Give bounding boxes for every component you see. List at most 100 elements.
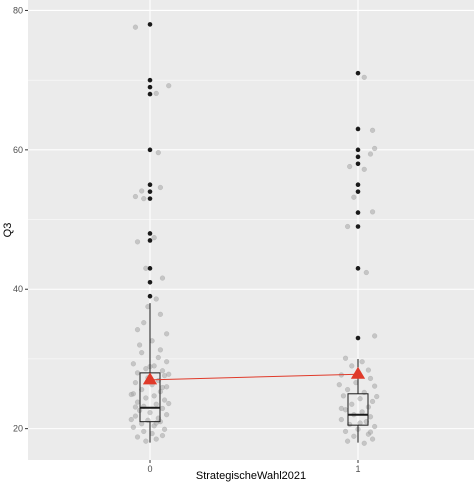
- jitter-points: [128, 24, 380, 446]
- outlier-point: [147, 182, 153, 187]
- axis-ticks: 20 40 60 80 0 1: [13, 5, 361, 474]
- mean-marker: [142, 372, 158, 385]
- jitter-point: [132, 379, 139, 386]
- jitter-point: [369, 209, 376, 215]
- jitter-point: [340, 393, 347, 399]
- jitter-point: [153, 436, 159, 442]
- x-axis-title: StrategischeWahl2021: [196, 470, 306, 482]
- jitter-point: [349, 363, 355, 369]
- jitter-point: [359, 359, 365, 365]
- jitter-point: [351, 433, 357, 439]
- outlier-point: [147, 279, 153, 285]
- jitter-point: [134, 327, 141, 333]
- boxplot-box: [347, 393, 369, 426]
- jitter-point: [166, 371, 172, 377]
- jitter-point: [132, 193, 139, 200]
- jitter-point: [134, 370, 141, 376]
- outlier-point: [355, 126, 361, 132]
- outlier-point: [147, 189, 153, 194]
- jitter-point: [357, 396, 363, 402]
- jitter-point: [344, 386, 351, 393]
- jitter-point: [159, 384, 166, 391]
- jitter-point: [153, 401, 159, 407]
- outlier-point: [147, 77, 153, 83]
- outlier-point: [355, 210, 361, 215]
- jitter-point: [159, 275, 166, 281]
- jitter-point: [134, 239, 141, 245]
- jitter-point: [155, 354, 161, 361]
- jitter-point: [344, 223, 351, 230]
- jitter-point: [336, 382, 342, 388]
- y-tick-label: 60: [13, 145, 23, 155]
- jitter-point: [130, 361, 137, 367]
- outlier-point: [355, 266, 361, 271]
- jitter-point: [159, 432, 166, 439]
- outlier-point: [355, 154, 361, 160]
- jitter-point: [367, 375, 374, 382]
- jitter-point: [132, 24, 139, 30]
- jitter-point: [155, 149, 161, 156]
- jitter-point: [349, 401, 355, 407]
- outlier-point: [147, 238, 153, 243]
- outlier-point: [147, 84, 153, 90]
- jitter-point: [136, 342, 143, 348]
- mean-line: [149, 373, 359, 381]
- jitter-point: [163, 359, 170, 365]
- mean-markers: [142, 366, 366, 385]
- jitter-point: [367, 151, 374, 157]
- jitter-point: [369, 127, 376, 133]
- jitter-point: [338, 416, 345, 423]
- jitter-point: [374, 393, 380, 400]
- jitter-point: [166, 400, 172, 407]
- jitter-point: [361, 74, 367, 81]
- jitter-point: [143, 395, 149, 401]
- jitter-point: [143, 366, 149, 372]
- jitter-point: [128, 416, 134, 423]
- outlier-point: [147, 147, 153, 153]
- outlier-point: [355, 224, 361, 229]
- outlier-point: [355, 189, 361, 194]
- outlier-point: [147, 91, 153, 97]
- jitter-point: [363, 269, 369, 276]
- jitter-point: [134, 399, 141, 405]
- jitter-point: [163, 412, 170, 418]
- jitter-point: [351, 194, 357, 200]
- outlier-point: [147, 266, 153, 271]
- jitter-point: [161, 397, 168, 403]
- jitter-point: [342, 428, 349, 435]
- jitter-point: [163, 331, 170, 337]
- jitter-point: [361, 440, 367, 446]
- jitter-point: [371, 383, 378, 389]
- jitter-point: [371, 423, 378, 430]
- outlier-point: [355, 70, 361, 76]
- jitter-point: [134, 434, 141, 440]
- jitter-point: [153, 90, 159, 97]
- jitter-point: [157, 311, 164, 317]
- y-tick-label: 20: [13, 424, 23, 434]
- jitter-point: [147, 409, 153, 416]
- outlier-point: [355, 335, 361, 341]
- mean-marker: [350, 366, 366, 379]
- jitter-point: [369, 436, 376, 442]
- jitter-point: [369, 398, 376, 405]
- x-tick-label: 0: [147, 464, 152, 474]
- x-tick-label: 1: [355, 464, 360, 474]
- jitter-point: [371, 145, 378, 152]
- jitter-point: [139, 350, 145, 356]
- y-axis-title: Q3: [2, 223, 14, 238]
- jitter-point: [344, 438, 351, 444]
- outlier-point: [147, 22, 153, 27]
- jitter-point: [143, 438, 149, 444]
- jitter-point: [141, 428, 147, 435]
- jitter-point: [159, 368, 166, 374]
- jitter-point: [159, 405, 166, 412]
- outlier-point: [147, 293, 153, 299]
- jitter-point: [365, 367, 372, 373]
- outlier-point: [147, 196, 153, 201]
- jitter-point: [139, 188, 145, 194]
- jitter-point: [141, 320, 147, 326]
- jitter-point: [371, 333, 378, 339]
- jitter-point: [157, 184, 164, 191]
- jitter-point: [151, 235, 157, 241]
